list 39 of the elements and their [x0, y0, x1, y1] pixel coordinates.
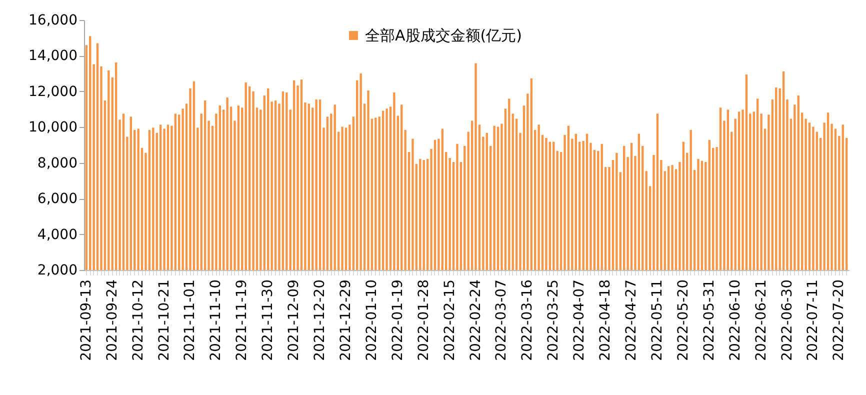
x-tick-label: 2021-12-20 [312, 280, 328, 361]
legend-label: 全部A股成交金额(亿元) [365, 26, 522, 44]
x-tick-label: 2022-04-18 [598, 280, 614, 361]
y-tick-label: 10,000 [28, 120, 78, 136]
y-tick-label: 8,000 [37, 155, 78, 172]
y-tick-label: 6,000 [37, 191, 78, 208]
x-tick-label: 2022-04-27 [624, 280, 640, 361]
x-tick-label: 2022-02-24 [468, 279, 484, 361]
y-tick-label: 16,000 [28, 12, 78, 28]
x-tick-label: 2022-01-19 [390, 280, 406, 361]
x-tick-label: 2021-09-13 [78, 280, 94, 361]
x-tick-label: 2022-01-28 [416, 280, 432, 361]
x-tick-label: 2022-02-15 [442, 280, 458, 361]
x-tick-label: 2022-03-25 [546, 280, 562, 361]
x-tick-label: 2021-12-29 [338, 280, 354, 361]
x-tick-label: 2021-11-19 [234, 280, 250, 361]
x-tick-label: 2022-03-16 [520, 279, 536, 361]
x-tick-label: 2022-06-30 [779, 280, 796, 361]
x-tick-label: 2021-10-21 [156, 280, 172, 361]
x-tick-label: 2022-07-20 [831, 280, 848, 361]
y-tick-label: 4,000 [37, 226, 78, 243]
y-tick-label: 12,000 [28, 84, 78, 100]
x-tick-label: 2022-05-20 [675, 280, 692, 361]
x-tick-label: 2022-03-07 [494, 280, 510, 361]
x-tick-label: 2022-05-31 [701, 280, 718, 361]
x-tick-label: 2021-11-10 [208, 280, 224, 361]
x-tick-label: 2022-07-11 [805, 280, 822, 361]
x-tick-label: 2021-11-30 [260, 280, 276, 361]
x-tick-label: 2022-01-10 [364, 280, 380, 361]
x-tick-label: 2022-06-21 [753, 280, 770, 361]
x-tick-label: 2022-05-11 [649, 280, 666, 361]
x-tick-label: 2021-10-12 [130, 280, 146, 361]
x-tick-label: 2022-06-10 [727, 280, 744, 361]
x-tick-label: 2021-09-24 [104, 279, 120, 361]
y-tick-label: 2,000 [37, 262, 78, 278]
x-tick-label: 2022-04-07 [572, 280, 588, 361]
y-tick-label: 14,000 [28, 48, 78, 64]
x-tick-label: 2021-11-01 [182, 280, 198, 361]
x-tick-label: 2021-12-09 [286, 280, 302, 361]
